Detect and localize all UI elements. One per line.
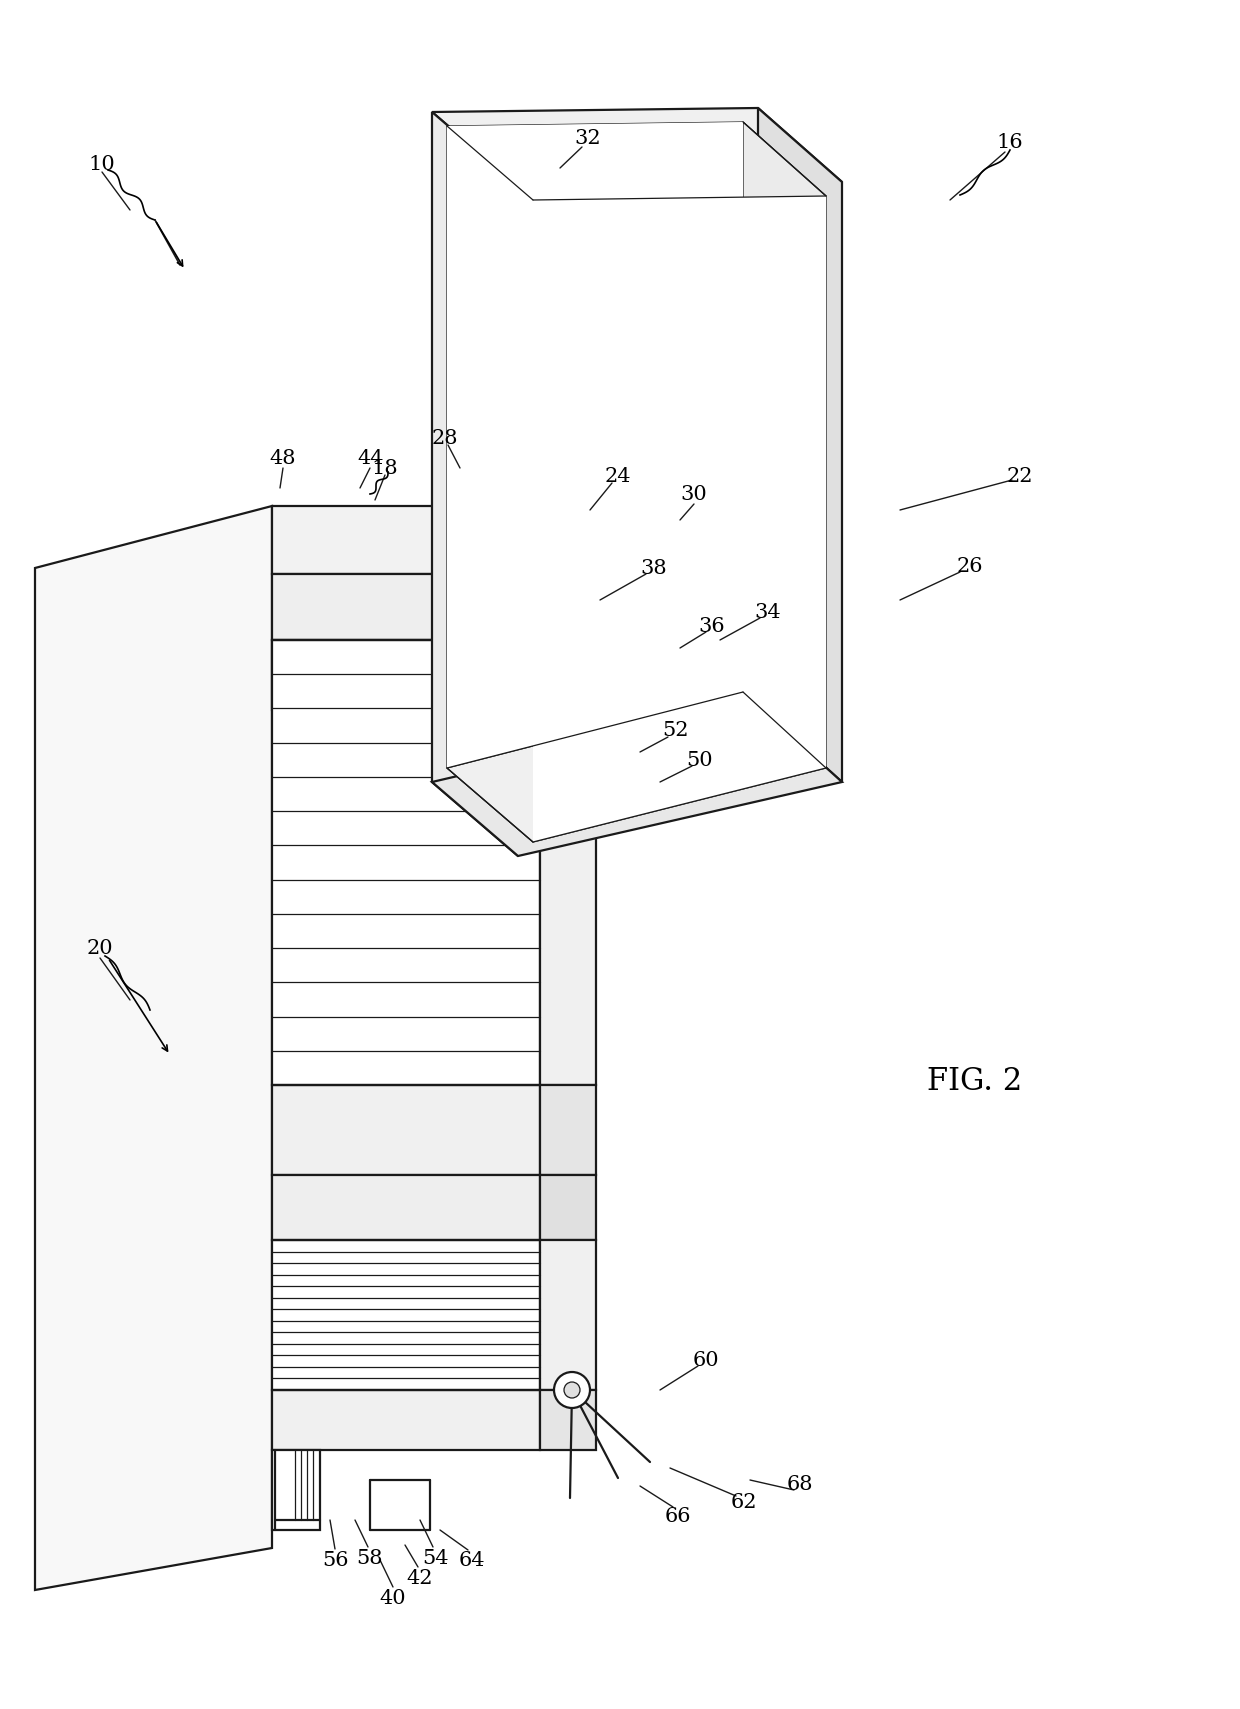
Polygon shape <box>272 506 596 574</box>
Text: FIG. 2: FIG. 2 <box>928 1066 1023 1097</box>
Text: 24: 24 <box>605 467 631 485</box>
Circle shape <box>554 1372 590 1408</box>
Polygon shape <box>446 692 826 843</box>
Text: 30: 30 <box>681 484 707 504</box>
Text: 54: 54 <box>422 1548 448 1567</box>
Polygon shape <box>272 1449 320 1530</box>
Polygon shape <box>446 126 533 843</box>
Polygon shape <box>272 1389 539 1449</box>
Text: 20: 20 <box>87 938 113 957</box>
Text: 62: 62 <box>730 1492 758 1511</box>
Polygon shape <box>533 197 826 843</box>
Text: 64: 64 <box>459 1550 485 1569</box>
Text: 66: 66 <box>665 1507 691 1526</box>
Polygon shape <box>446 121 743 767</box>
Polygon shape <box>539 1389 596 1449</box>
Text: 16: 16 <box>997 133 1023 152</box>
Text: 68: 68 <box>786 1475 813 1494</box>
Text: 22: 22 <box>1007 467 1033 485</box>
Polygon shape <box>539 1176 596 1241</box>
Text: 42: 42 <box>407 1569 433 1588</box>
Polygon shape <box>272 1241 539 1389</box>
Text: 34: 34 <box>755 603 781 622</box>
Polygon shape <box>743 121 826 767</box>
Text: 44: 44 <box>358 448 384 468</box>
Polygon shape <box>758 108 842 783</box>
Text: 48: 48 <box>270 448 296 468</box>
Text: 38: 38 <box>641 559 667 578</box>
Polygon shape <box>432 113 518 856</box>
Polygon shape <box>272 1085 539 1176</box>
Text: 58: 58 <box>357 1548 383 1567</box>
Polygon shape <box>272 1176 539 1241</box>
Polygon shape <box>539 1241 596 1389</box>
Polygon shape <box>432 706 842 856</box>
Text: 50: 50 <box>687 750 713 769</box>
Text: 56: 56 <box>321 1550 348 1569</box>
Polygon shape <box>432 108 842 186</box>
Polygon shape <box>533 197 826 843</box>
Text: 36: 36 <box>698 617 725 636</box>
Text: 28: 28 <box>432 429 459 448</box>
Text: 32: 32 <box>574 128 601 147</box>
Text: 10: 10 <box>88 156 115 174</box>
Polygon shape <box>35 506 272 1589</box>
Circle shape <box>564 1383 580 1398</box>
Polygon shape <box>272 639 596 709</box>
Text: 26: 26 <box>957 557 983 576</box>
Polygon shape <box>272 639 539 1085</box>
Polygon shape <box>539 506 596 639</box>
Polygon shape <box>539 639 596 1085</box>
Text: 60: 60 <box>693 1350 719 1369</box>
Polygon shape <box>446 121 826 200</box>
Polygon shape <box>539 1085 596 1176</box>
Polygon shape <box>272 574 539 639</box>
Text: 18: 18 <box>372 458 398 477</box>
Text: 40: 40 <box>379 1588 407 1608</box>
Text: 52: 52 <box>662 721 688 740</box>
